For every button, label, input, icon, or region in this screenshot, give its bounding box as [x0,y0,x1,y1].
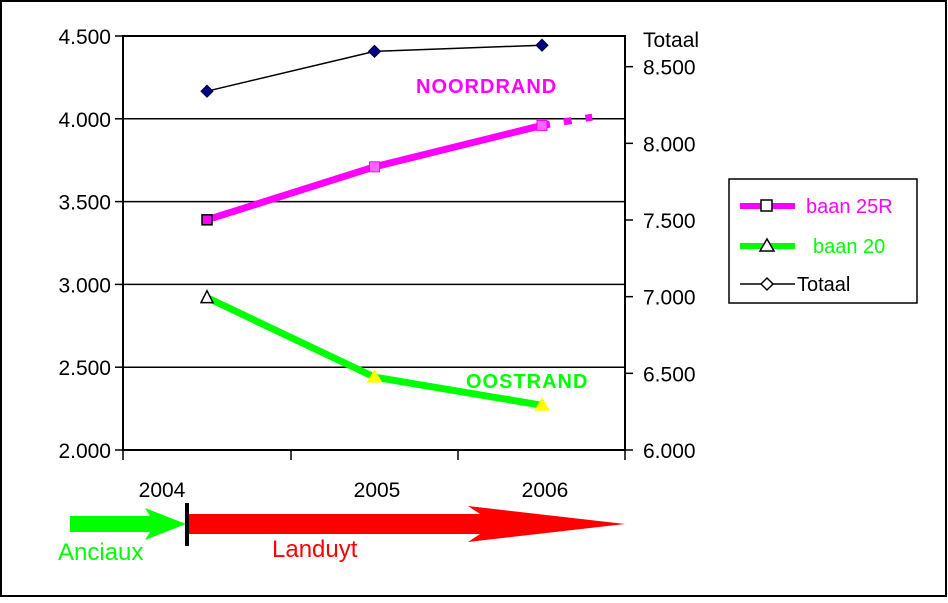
data-point [367,44,382,59]
legend-marker-square [760,199,773,212]
data-point [366,369,383,383]
data-point [200,84,214,98]
x-tick-label: 2005 [354,479,401,502]
legend-label-baan-20: baan 20 [813,236,885,258]
timeline-arrow-anciaux [70,508,186,540]
x-tick-label: 2004 [139,479,186,502]
right-tick-label: 8.500 [643,57,696,80]
series-layer [199,38,593,411]
annotation-noordrand: NOORDRAND [416,76,557,98]
right-tick-label: 7.000 [643,287,696,310]
timeline: Anciaux Landuyt [58,503,625,566]
data-point [199,288,215,304]
right-tick-label: 6.000 [643,440,696,463]
series-baan-20 [199,288,550,411]
legend-marker-diamond [759,276,775,292]
gridlines [123,118,625,368]
data-point [369,161,380,173]
x-tick-label: 2006 [522,479,569,502]
left-tick-label: 2.000 [58,440,111,463]
series-baan-25r [201,113,593,226]
legend-marker-triangle [758,237,776,252]
x-tick-labels: 2004 2005 2006 [139,479,569,502]
timeline-label-landuyt: Landuyt [272,536,358,563]
left-tick-label: 4.500 [58,26,111,49]
annotation-oostrand: OOSTRAND [466,371,588,393]
legend: baan 25R baan 20 Totaal [728,178,918,304]
legend-label-totaal: Totaal [797,274,850,296]
left-tick-label: 3.500 [58,192,111,215]
timeline-arrow-landuyt [188,506,625,542]
series-totaal [200,38,549,98]
data-point [534,397,550,411]
left-axis-ticks: 4.500 4.000 3.500 3.000 2.500 2.000 [58,26,123,463]
right-tick-label: 7.500 [643,210,696,233]
series-projection [541,113,593,129]
data-point [201,214,213,226]
timeline-label-anciaux: Anciaux [58,539,143,566]
left-tick-label: 2.500 [58,357,111,380]
right-tick-label: 6.500 [643,363,696,386]
right-tick-label: 8.000 [643,133,696,156]
right-axis-ticks: 8.500 8.000 7.500 7.000 6.500 6.000 [625,57,696,463]
x-tick-marks [122,450,626,460]
left-tick-label: 3.000 [58,274,111,297]
right-axis-title: Totaal [643,29,699,52]
left-tick-label: 4.000 [58,109,111,132]
data-point [535,38,549,52]
legend-label-baan-25r: baan 25R [806,196,893,218]
data-point [536,119,548,131]
